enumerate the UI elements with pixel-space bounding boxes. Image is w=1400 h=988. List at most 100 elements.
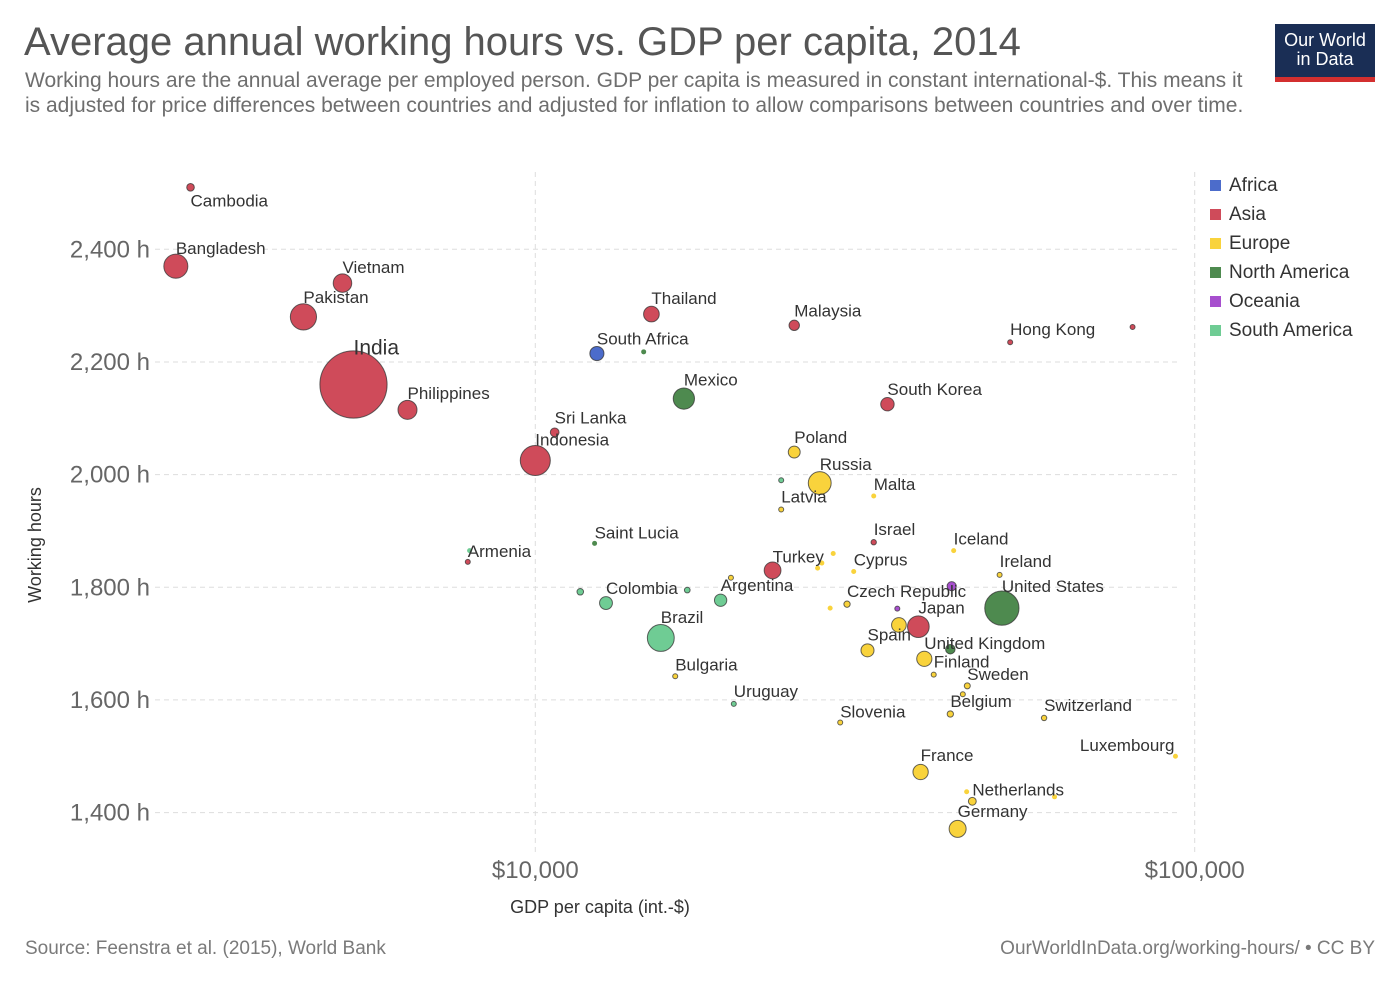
point-label: South Korea bbox=[887, 380, 982, 399]
data-point bbox=[592, 540, 598, 546]
point-label: Cambodia bbox=[191, 191, 269, 210]
legend-label: Africa bbox=[1229, 174, 1278, 196]
point-label: Argentina bbox=[721, 576, 794, 595]
y-tick-label: 2,200 h bbox=[70, 349, 150, 376]
legend-label: Europe bbox=[1229, 232, 1291, 254]
data-point bbox=[672, 387, 695, 410]
point-label: Pakistan bbox=[303, 288, 368, 307]
legend-swatch bbox=[1210, 325, 1221, 336]
point-label: Turkey bbox=[773, 547, 825, 566]
data-point bbox=[683, 586, 691, 594]
credit-link[interactable]: OurWorldInData.org/working-hours/ • CC B… bbox=[1000, 938, 1375, 959]
legend-item[interactable]: Africa bbox=[1210, 171, 1353, 200]
data-point bbox=[646, 624, 675, 652]
source-note: Source: Feenstra et al. (2015), World Ba… bbox=[25, 938, 386, 959]
logo-line-1: Our World bbox=[1284, 30, 1366, 50]
data-point bbox=[464, 558, 471, 565]
data-point bbox=[727, 574, 734, 581]
data-point bbox=[730, 700, 737, 707]
data-point bbox=[912, 763, 929, 781]
point-label: Armenia bbox=[468, 542, 532, 561]
point-label: Mexico bbox=[684, 371, 738, 390]
point-label: Uruguay bbox=[734, 682, 799, 701]
point-label: Belgium bbox=[950, 692, 1011, 711]
data-point bbox=[163, 253, 189, 279]
data-point bbox=[641, 349, 647, 355]
data-point bbox=[643, 305, 660, 323]
grid-lines bbox=[155, 172, 1196, 852]
data-point bbox=[549, 427, 560, 438]
data-point bbox=[951, 548, 957, 554]
data-point bbox=[186, 183, 195, 192]
data-point bbox=[871, 493, 877, 499]
legend-item[interactable]: Europe bbox=[1210, 229, 1353, 258]
point-label: Hong Kong bbox=[1010, 320, 1095, 339]
legend-item[interactable]: Oceania bbox=[1210, 287, 1353, 316]
point-label: India bbox=[353, 336, 399, 359]
point-label: Vietnam bbox=[342, 258, 404, 277]
data-point bbox=[397, 399, 418, 420]
point-label: Luxembourg bbox=[1080, 736, 1175, 755]
data-point bbox=[930, 671, 937, 678]
data-point bbox=[1007, 339, 1014, 346]
legend-swatch bbox=[1210, 267, 1221, 278]
point-label: Bangladesh bbox=[176, 239, 266, 258]
data-point bbox=[332, 273, 353, 293]
data-points bbox=[163, 183, 1178, 838]
data-point bbox=[1129, 324, 1136, 331]
data-point bbox=[1052, 794, 1058, 800]
point-label: Malaysia bbox=[794, 301, 862, 320]
data-point bbox=[589, 345, 605, 362]
data-point bbox=[907, 615, 930, 639]
axis-ticks: 1,400 h 1,600 h 1,800 h 2,000 h 2,200 h 2,400… bbox=[70, 236, 1245, 884]
point-label: Latvia bbox=[781, 488, 827, 507]
x-tick-label: $100,000 bbox=[1145, 857, 1245, 884]
legend-item[interactable]: North America bbox=[1210, 258, 1353, 287]
point-label: South Africa bbox=[597, 330, 689, 349]
point-label: Slovenia bbox=[840, 702, 906, 721]
data-point bbox=[1040, 714, 1048, 722]
y-tick-label: 1,600 h bbox=[70, 687, 150, 714]
point-label: Sri Lanka bbox=[555, 408, 627, 427]
data-point bbox=[289, 303, 318, 331]
legend-item[interactable]: South America bbox=[1210, 316, 1353, 345]
legend-label: South America bbox=[1229, 319, 1353, 341]
data-point bbox=[672, 673, 679, 680]
data-point bbox=[860, 643, 875, 658]
data-point bbox=[946, 581, 957, 592]
data-point bbox=[963, 682, 971, 690]
data-point bbox=[713, 593, 728, 607]
data-point bbox=[830, 550, 836, 556]
point-label: Brazil bbox=[661, 608, 704, 627]
legend-item[interactable]: Asia bbox=[1210, 200, 1353, 229]
owid-logo[interactable]: Our World in Data bbox=[1275, 24, 1375, 82]
data-point bbox=[778, 477, 785, 484]
point-label: Germany bbox=[958, 802, 1028, 821]
data-point bbox=[996, 571, 1003, 578]
point-label: Czech Republic bbox=[847, 582, 967, 601]
data-point bbox=[467, 548, 473, 554]
data-point bbox=[599, 596, 613, 610]
data-point bbox=[815, 565, 821, 571]
data-point bbox=[576, 587, 585, 596]
point-label: Cyprus bbox=[854, 550, 908, 569]
point-label: Colombia bbox=[606, 579, 678, 598]
data-point bbox=[959, 691, 966, 698]
data-point bbox=[984, 590, 1020, 626]
data-point bbox=[837, 719, 844, 726]
point-label: United States bbox=[1002, 577, 1104, 596]
data-point bbox=[880, 396, 895, 412]
data-point bbox=[819, 560, 825, 566]
point-label: Spain bbox=[867, 625, 910, 644]
data-point bbox=[807, 471, 832, 496]
legend-swatch bbox=[1210, 180, 1221, 191]
data-point bbox=[891, 617, 907, 633]
point-label: Switzerland bbox=[1044, 696, 1132, 715]
data-point bbox=[964, 789, 970, 795]
logo-line-2: in Data bbox=[1296, 49, 1354, 69]
chart-title: Average annual working hours vs. GDP per… bbox=[24, 20, 1021, 64]
point-label: Sweden bbox=[967, 665, 1028, 684]
point-label: Israel bbox=[874, 520, 916, 539]
point-label: Iceland bbox=[954, 530, 1009, 549]
